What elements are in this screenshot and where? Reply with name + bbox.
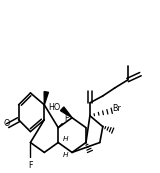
Text: HO: HO: [48, 103, 60, 112]
Polygon shape: [60, 107, 72, 118]
Text: O: O: [4, 119, 10, 128]
Text: H: H: [62, 135, 68, 142]
Polygon shape: [44, 92, 48, 105]
Text: F: F: [64, 114, 68, 123]
Text: H: H: [62, 152, 68, 158]
Text: Br: Br: [112, 104, 121, 113]
Text: F: F: [28, 161, 33, 170]
